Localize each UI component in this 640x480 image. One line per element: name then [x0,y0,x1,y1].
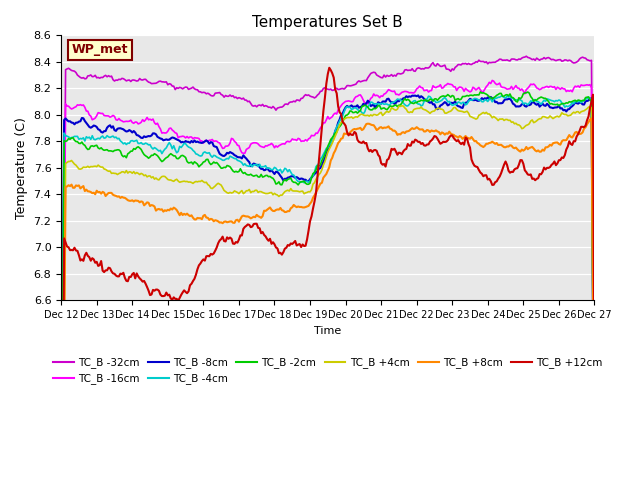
TC_B -32cm [157,78,164,84]
TC_B -4cm [390,99,398,105]
TC_B +4cm [591,459,598,465]
TC_B -8cm [390,101,398,107]
TC_B -16cm [591,448,598,454]
TC_B +4cm [398,103,406,108]
Line: TC_B -16cm: TC_B -16cm [61,81,595,480]
TC_B +4cm [379,113,387,119]
TC_B -16cm [72,104,80,109]
TC_B +4cm [157,175,164,181]
TC_B -32cm [591,428,598,434]
TC_B -8cm [361,102,369,108]
TC_B -16cm [527,81,534,87]
TC_B +4cm [361,113,369,119]
TC_B +8cm [379,125,387,131]
TC_B -8cm [157,136,164,142]
TC_B +8cm [72,182,80,188]
Line: TC_B -2cm: TC_B -2cm [61,92,595,480]
TC_B -8cm [72,120,80,126]
TC_B +8cm [361,124,369,130]
TC_B -2cm [477,89,484,95]
Y-axis label: Temperature (C): Temperature (C) [15,117,28,219]
TC_B -2cm [361,102,369,108]
TC_B +8cm [157,207,164,213]
TC_B -4cm [379,100,387,106]
TC_B -16cm [379,94,387,99]
Line: TC_B +12cm: TC_B +12cm [61,68,595,480]
TC_B +4cm [527,118,534,124]
Title: Temperatures Set B: Temperatures Set B [252,15,403,30]
TC_B +12cm [72,248,80,253]
TC_B -32cm [361,78,369,84]
Line: TC_B -4cm: TC_B -4cm [61,96,595,480]
TC_B +12cm [157,292,164,298]
TC_B -16cm [157,126,164,132]
TC_B -2cm [157,157,164,163]
TC_B -16cm [488,78,496,84]
TC_B -32cm [72,70,80,75]
Line: TC_B +8cm: TC_B +8cm [61,119,595,480]
Legend: TC_B -32cm, TC_B -16cm, TC_B -8cm, TC_B -4cm, TC_B -2cm, TC_B +4cm, TC_B +8cm, T: TC_B -32cm, TC_B -16cm, TC_B -8cm, TC_B … [49,353,606,389]
TC_B -2cm [72,139,80,144]
Text: WP_met: WP_met [72,43,128,56]
TC_B -8cm [379,99,387,105]
TC_B -4cm [497,93,505,99]
TC_B -16cm [361,100,369,106]
TC_B -2cm [527,94,534,99]
TC_B +4cm [390,107,398,112]
TC_B +12cm [380,161,388,167]
TC_B +12cm [325,65,333,71]
TC_B +12cm [527,171,534,177]
TC_B +12cm [591,356,598,361]
TC_B -8cm [527,102,534,108]
Line: TC_B -8cm: TC_B -8cm [61,96,595,480]
Line: TC_B +4cm: TC_B +4cm [61,106,595,480]
TC_B -2cm [379,106,387,111]
TC_B -2cm [390,103,398,108]
TC_B -32cm [527,56,534,61]
TC_B -4cm [157,147,164,153]
TC_B -4cm [527,98,534,104]
TC_B +8cm [390,128,398,133]
TC_B -16cm [390,88,398,94]
TC_B +12cm [392,149,400,155]
TC_B -32cm [522,53,530,59]
TC_B +4cm [72,162,80,168]
TC_B +8cm [591,469,598,475]
Line: TC_B -32cm: TC_B -32cm [61,56,595,480]
TC_B -32cm [390,72,398,78]
TC_B -8cm [414,93,422,98]
TC_B +12cm [362,140,370,146]
TC_B -32cm [379,75,387,81]
TC_B -4cm [361,109,369,115]
X-axis label: Time: Time [314,325,341,336]
TC_B +8cm [588,116,595,121]
TC_B -4cm [72,133,80,139]
TC_B +8cm [525,145,533,151]
